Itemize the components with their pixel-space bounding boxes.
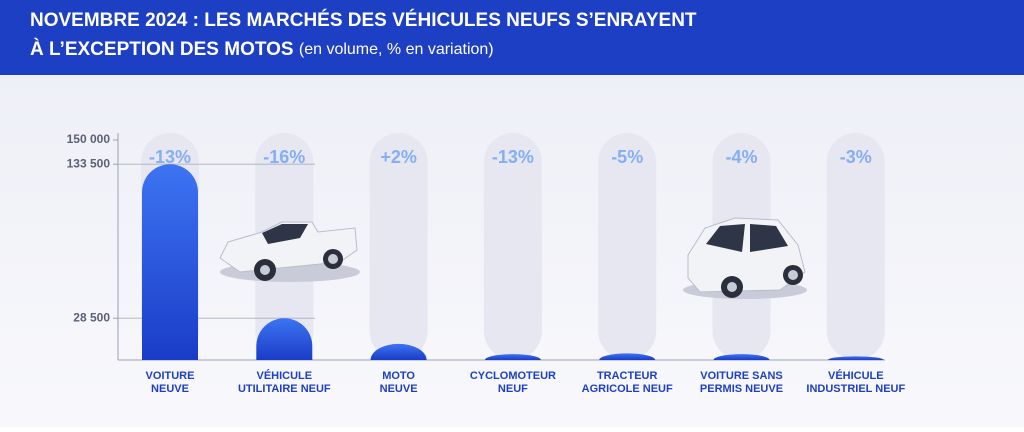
bar xyxy=(484,354,541,360)
title: À L’EXCEPTION DES MOTOS xyxy=(30,38,294,60)
x-tick-label: INDUSTRIEL NEUF xyxy=(806,383,905,395)
column-background xyxy=(483,133,542,360)
title: NOVEMBRE 2024 : LES MARCHÉS DES VÉHICULE… xyxy=(30,9,697,31)
x-tick-label: VÉHICULE xyxy=(828,369,884,382)
x-tick-label: AGRICOLE NEUF xyxy=(582,383,673,395)
variation-label: -4% xyxy=(725,147,757,167)
title: À L’EXCEPTION DES MOTOS (en volume, % en… xyxy=(30,38,494,60)
x-tick-label: NEUVE xyxy=(151,383,189,395)
x-tick-label: MOTO xyxy=(382,370,415,382)
x-tick-label: VOITURE SANS xyxy=(700,370,783,382)
variation-label: +2% xyxy=(380,147,417,167)
variation-label: -16% xyxy=(263,147,305,167)
x-tick-label: UTILITAIRE NEUF xyxy=(238,383,331,395)
bar xyxy=(142,164,198,360)
variation-label: -3% xyxy=(840,147,872,167)
variation-label: -13% xyxy=(492,147,534,167)
x-tick-label: VOITURE xyxy=(146,370,195,382)
x-tick-label: VÉHICULE xyxy=(256,369,312,382)
bar xyxy=(256,318,313,360)
bar xyxy=(827,356,884,360)
pickup-illustration xyxy=(219,221,360,282)
column-background xyxy=(369,133,428,360)
header xyxy=(0,0,1024,75)
bar xyxy=(713,354,770,360)
bar xyxy=(370,343,427,360)
x-tick-label: NEUF xyxy=(498,383,528,395)
y-tick-label: 28 500 xyxy=(73,310,110,324)
bar xyxy=(599,353,656,360)
column-background xyxy=(598,133,657,360)
x-tick-label: TRACTEUR xyxy=(597,370,658,382)
x-tick-label: PERMIS NEUVE xyxy=(700,383,783,395)
variation-label: -13% xyxy=(149,147,191,167)
x-tick-label: NEUVE xyxy=(380,383,418,395)
y-tick-label: 150 000 xyxy=(67,132,111,146)
x-tick-label: CYCLOMOTEUR xyxy=(470,370,556,382)
city-car-illustration xyxy=(683,217,807,299)
variation-label: -5% xyxy=(611,147,643,167)
subtitle: (en volume, % en variation) xyxy=(299,41,494,58)
y-tick-label: 133 500 xyxy=(67,156,111,170)
column-background xyxy=(826,133,885,360)
